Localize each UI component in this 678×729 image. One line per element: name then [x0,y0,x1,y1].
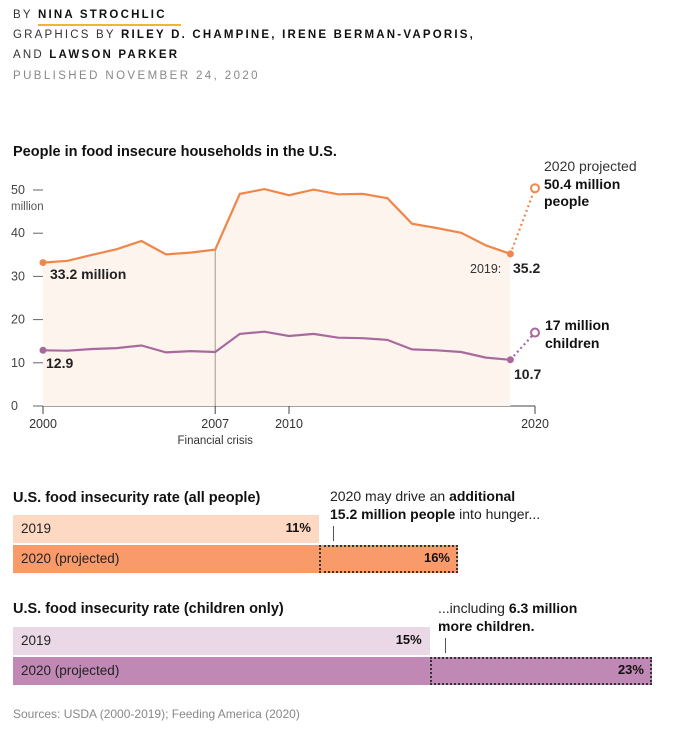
y-tick-label: 40 [11,226,25,240]
children-rate-title: U.S. food insecurity rate (children only… [13,601,284,617]
line-chart: People in food insecure households in th… [11,144,637,447]
note-bold-1: 6.3 million [508,600,578,616]
people-projected-label-1: 50.4 million [544,176,620,192]
children-projected-line [509,331,536,361]
bar-label-2020: 2020 (projected) [21,551,120,566]
children-projected-label-2: children [545,335,599,351]
y-unit-label: million [11,201,44,213]
y-tick-label: 50 [11,183,25,197]
line-chart-title: People in food insecure households in th… [13,144,337,160]
children-2019-point [506,356,514,364]
bar-2020-children-increase: 23% [429,657,652,685]
children-projected-label-1: 17 million [545,317,610,333]
y-tick-label: 0 [11,399,18,413]
people-rate-title: U.S. food insecurity rate (all people) [13,490,261,506]
people-projected-line [509,187,537,255]
note-bold-2: more children. [438,618,535,634]
published-date: PUBLISHED NOVEMBER 24, 2020 [13,70,260,82]
note-plain-2: into hunger... [459,506,541,522]
sources-note: Sources: USDA (2000-2019); Feeding Ameri… [13,707,300,721]
bar-2020-children: 2020 (projected) [13,657,430,685]
projected-header: 2020 projected [544,158,637,174]
children-start-label: 12.9 [46,355,73,371]
people-additional-note: 2020 may drive an additional 15.2 millio… [330,487,540,523]
chart-points [39,183,540,364]
people-end-year-label: 2019: [470,262,501,276]
financial-crisis-label: Financial crisis [177,435,253,447]
children-series-line [42,330,511,361]
people-projected-point [530,183,540,194]
x-tick-label: 2020 [521,417,549,431]
bar-2019-children: 2019 15% [13,627,430,655]
people-area-fill [43,189,511,406]
and-prefix: AND [13,49,44,61]
children-start-point [39,346,47,354]
note-bold-1: additional [449,488,516,504]
graphics-names: RILEY D. CHAMPINE, IRENE BERMAN-VAPORIS, [121,29,476,41]
y-tick-label: 30 [11,269,25,283]
bar-value-2020: 23% [617,662,644,677]
people-end-label: 35.2 [513,260,540,276]
children-projected-point [530,327,540,338]
byline-graphics-last: AND LAWSON PARKER [13,49,179,61]
y-tick-label: 10 [11,356,25,370]
bar-value-2019: 11% [285,520,311,535]
people-note-tick [333,526,334,541]
bar-2020-people-increase: 16% [318,545,458,573]
byline-graphics: GRAPHICS BY RILEY D. CHAMPINE, IRENE BER… [13,29,475,41]
note-plain-1: 2020 may drive an [330,488,446,504]
bar-2019-people: 2019 11% [13,515,319,543]
people-start-point [39,259,47,267]
people-projected-label-2: people [544,193,589,209]
people-2019-point [506,250,514,258]
bar-value-2020: 16% [423,550,450,565]
note-plain-1: ...including [438,600,505,616]
x-tick-label: 2010 [275,417,303,431]
people-start-label: 33.2 million [50,266,126,282]
by-prefix: BY [13,9,33,21]
people-series-line [42,187,511,264]
graphics-last-name: LAWSON PARKER [49,49,180,61]
children-additional-note: ...including 6.3 million more children. [438,599,577,635]
bar-value-2019: 15% [395,632,422,647]
byline-author: BY NINA STROCHLIC [13,9,167,21]
bar-2020-people: 2020 (projected) [13,545,319,573]
note-bold-2: 15.2 million people [330,506,456,522]
author-name[interactable]: NINA STROCHLIC [37,9,167,21]
bar-label-2020: 2020 (projected) [21,663,120,678]
graphics-prefix: GRAPHICS BY [13,29,116,41]
children-end-label: 10.7 [514,366,541,382]
bar-label-2019: 2019 [21,521,52,536]
y-tick-label: 20 [11,313,25,327]
x-tick-label: 2000 [29,417,57,431]
author-underline [38,24,181,26]
x-tick-label: 2007 [201,417,229,431]
bar-label-2019: 2019 [21,633,52,648]
children-note-tick [445,638,446,653]
